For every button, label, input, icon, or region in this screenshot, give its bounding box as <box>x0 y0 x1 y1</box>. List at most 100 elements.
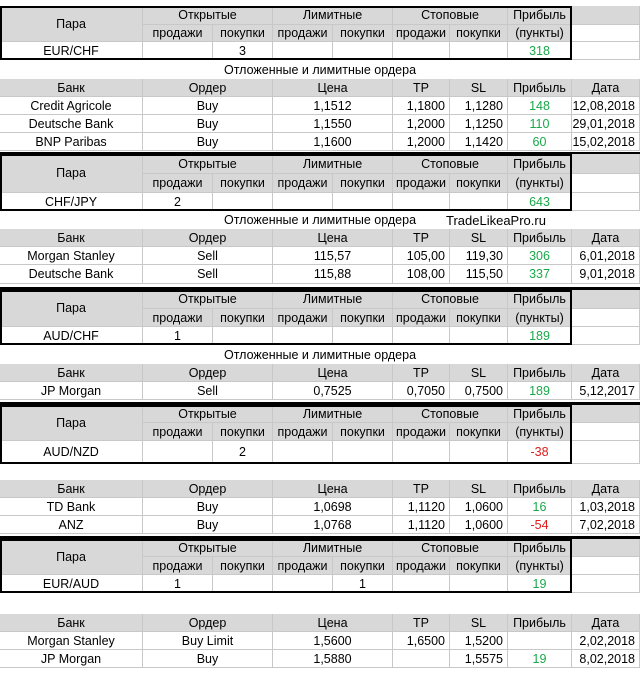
blank-header-cell <box>572 154 640 174</box>
stop-header: Стоповые <box>393 405 508 423</box>
open-header: Открытые <box>143 6 273 25</box>
price-header: Цена <box>273 364 393 382</box>
order-tp <box>393 650 450 668</box>
order-type: Sell <box>143 265 273 284</box>
stop-sell-count <box>393 42 450 60</box>
profit-header: Прибыль <box>508 154 572 174</box>
limit-header: Лимитные <box>273 6 393 25</box>
bank-header: Банк <box>0 229 143 247</box>
order-bank: JP Morgan <box>0 382 143 400</box>
order-price: 115,88 <box>273 265 393 284</box>
tp-header: TP <box>393 364 450 382</box>
order-profit: 306 <box>508 247 572 265</box>
order-sl: 1,5575 <box>450 650 508 668</box>
stop-buy-header: покупки <box>450 557 508 575</box>
order-date: 29,01,2018 <box>572 115 640 133</box>
order-tp: 0,7050 <box>393 382 450 400</box>
points-header: (пункты) <box>508 423 572 441</box>
order-price: 1,5600 <box>273 632 393 650</box>
open-sell-header: продажи <box>143 423 213 441</box>
profit-header: Прибыль <box>508 539 572 557</box>
bank-header: Банк <box>0 614 143 632</box>
stop-buy-count <box>450 441 508 464</box>
stop-buy-count <box>450 42 508 60</box>
order-bank: Credit Agricole <box>0 97 143 115</box>
stop-buy-header: покупки <box>450 423 508 441</box>
limit-sell-count <box>273 193 333 211</box>
order-date: 6,01,2018 <box>572 247 640 265</box>
order-sl: 119,30 <box>450 247 508 265</box>
pair-header: Пара <box>0 539 143 575</box>
order-tp: 1,1120 <box>393 498 450 516</box>
open-buy-header: покупки <box>213 25 273 42</box>
open-buy-header: покупки <box>213 309 273 327</box>
pending-orders-band <box>0 593 640 614</box>
order-price: 115,57 <box>273 247 393 265</box>
stop-header: Стоповые <box>393 154 508 174</box>
open-header: Открытые <box>143 290 273 309</box>
order-bank: ANZ <box>0 516 143 534</box>
open-sell-count <box>143 441 213 464</box>
profit-header: Прибыль <box>508 290 572 309</box>
open-buy-header: покупки <box>213 423 273 441</box>
limit-buy-header: покупки <box>333 309 393 327</box>
pending-orders-label: Отложенные и лимитные ордера <box>223 62 417 77</box>
order-profit-header: Прибыль <box>508 79 572 97</box>
points-header: (пункты) <box>508 557 572 575</box>
order-profit <box>508 632 572 650</box>
limit-sell-count <box>273 327 333 345</box>
open-header: Открытые <box>143 405 273 423</box>
bank-header: Банк <box>0 79 143 97</box>
bank-header: Банк <box>0 480 143 498</box>
limit-buy-count <box>333 42 393 60</box>
stop-header: Стоповые <box>393 6 508 25</box>
stop-sell-header: продажи <box>393 557 450 575</box>
tp-header: TP <box>393 480 450 498</box>
order-profit: 337 <box>508 265 572 284</box>
order-header: Ордер <box>143 364 273 382</box>
stop-sell-header: продажи <box>393 423 450 441</box>
order-type: Buy <box>143 97 273 115</box>
blank-header-cell <box>572 423 640 441</box>
order-date: 12,08,2018 <box>572 97 640 115</box>
price-header: Цена <box>273 79 393 97</box>
sl-header: SL <box>450 364 508 382</box>
order-price: 1,1550 <box>273 115 393 133</box>
order-date: 2,02,2018 <box>572 632 640 650</box>
limit-sell-header: продажи <box>273 174 333 193</box>
pair-header: Пара <box>0 154 143 193</box>
sl-header: SL <box>450 79 508 97</box>
date-header: Дата <box>572 229 640 247</box>
order-date: 15,02,2018 <box>572 133 640 151</box>
limit-header: Лимитные <box>273 154 393 174</box>
blank-header-cell <box>572 309 640 327</box>
stop-sell-count <box>393 441 450 464</box>
limit-sell-header: продажи <box>273 557 333 575</box>
order-profit: 189 <box>508 382 572 400</box>
order-sl: 0,7500 <box>450 382 508 400</box>
limit-buy-header: покупки <box>333 423 393 441</box>
order-sl: 1,0600 <box>450 498 508 516</box>
pair-name: EUR/AUD <box>0 575 143 593</box>
order-price: 1,5880 <box>273 650 393 668</box>
order-header: Ордер <box>143 79 273 97</box>
limit-sell-count <box>273 441 333 464</box>
order-sl: 1,0600 <box>450 516 508 534</box>
blank-header-cell <box>572 557 640 575</box>
order-price: 0,7525 <box>273 382 393 400</box>
order-tp: 105,00 <box>393 247 450 265</box>
order-bank: Deutsche Bank <box>0 115 143 133</box>
order-profit-header: Прибыль <box>508 480 572 498</box>
order-bank: Deutsche Bank <box>0 265 143 284</box>
blank-header-cell <box>572 25 640 42</box>
order-profit: 110 <box>508 115 572 133</box>
order-profit: 19 <box>508 650 572 668</box>
open-buy-count <box>213 193 273 211</box>
pair-name: EUR/CHF <box>0 42 143 60</box>
order-price: 1,0698 <box>273 498 393 516</box>
stop-header: Стоповые <box>393 290 508 309</box>
pending-orders-band: Отложенные и лимитные ордера <box>0 345 640 364</box>
section-separator <box>0 536 640 539</box>
date-header: Дата <box>572 480 640 498</box>
open-sell-header: продажи <box>143 557 213 575</box>
